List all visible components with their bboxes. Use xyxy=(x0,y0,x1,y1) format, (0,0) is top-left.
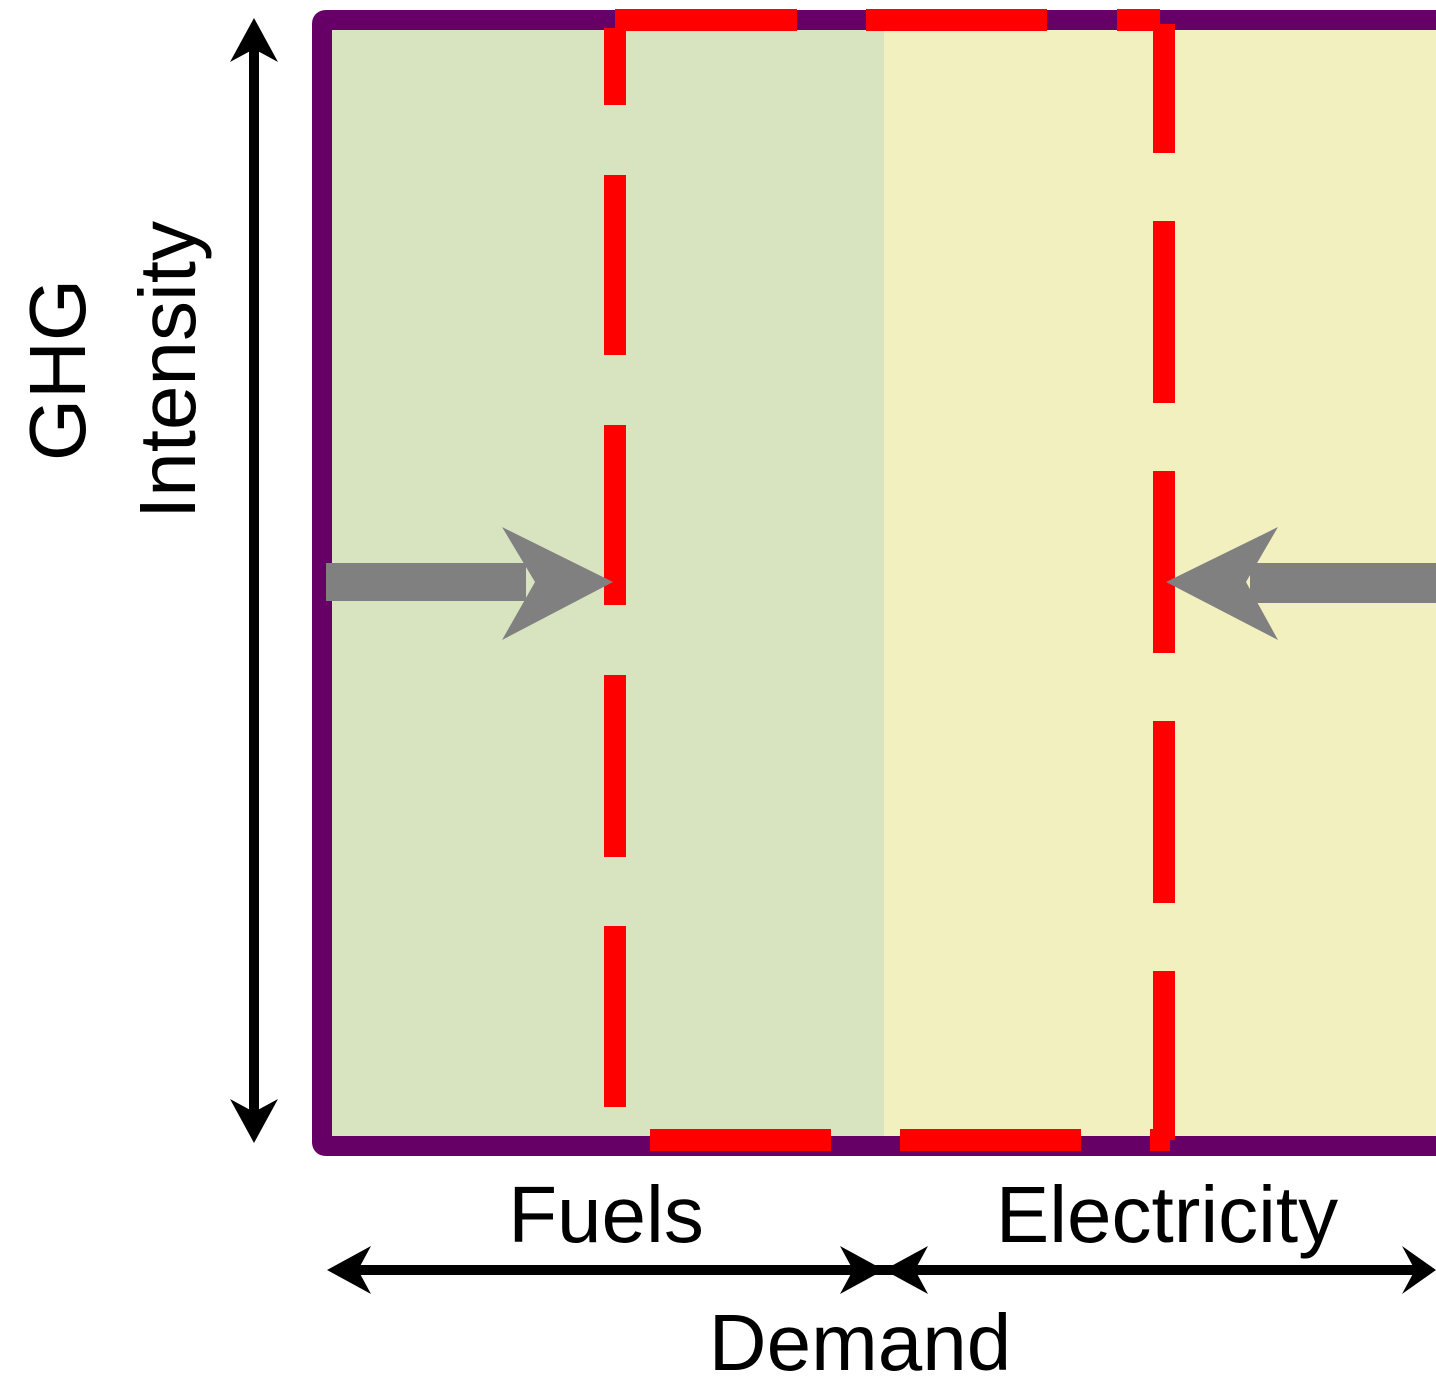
dashed-boundary xyxy=(604,9,1175,1151)
shift-arrow-left-icon xyxy=(1166,527,1436,640)
ghg-intensity-axis-arrow xyxy=(230,18,278,1143)
electricity-label: Electricity xyxy=(996,1170,1338,1259)
fuels-label: Fuels xyxy=(508,1170,704,1259)
outer-frame xyxy=(312,10,1436,1156)
y-axis-label-line2: Intensity xyxy=(123,221,212,519)
shift-arrow-right-icon xyxy=(326,527,613,640)
demand-axis-arrow xyxy=(327,1246,1436,1294)
x-axis-label: Demand xyxy=(709,1298,1011,1381)
y-axis-label-line1: GHG xyxy=(13,279,102,461)
